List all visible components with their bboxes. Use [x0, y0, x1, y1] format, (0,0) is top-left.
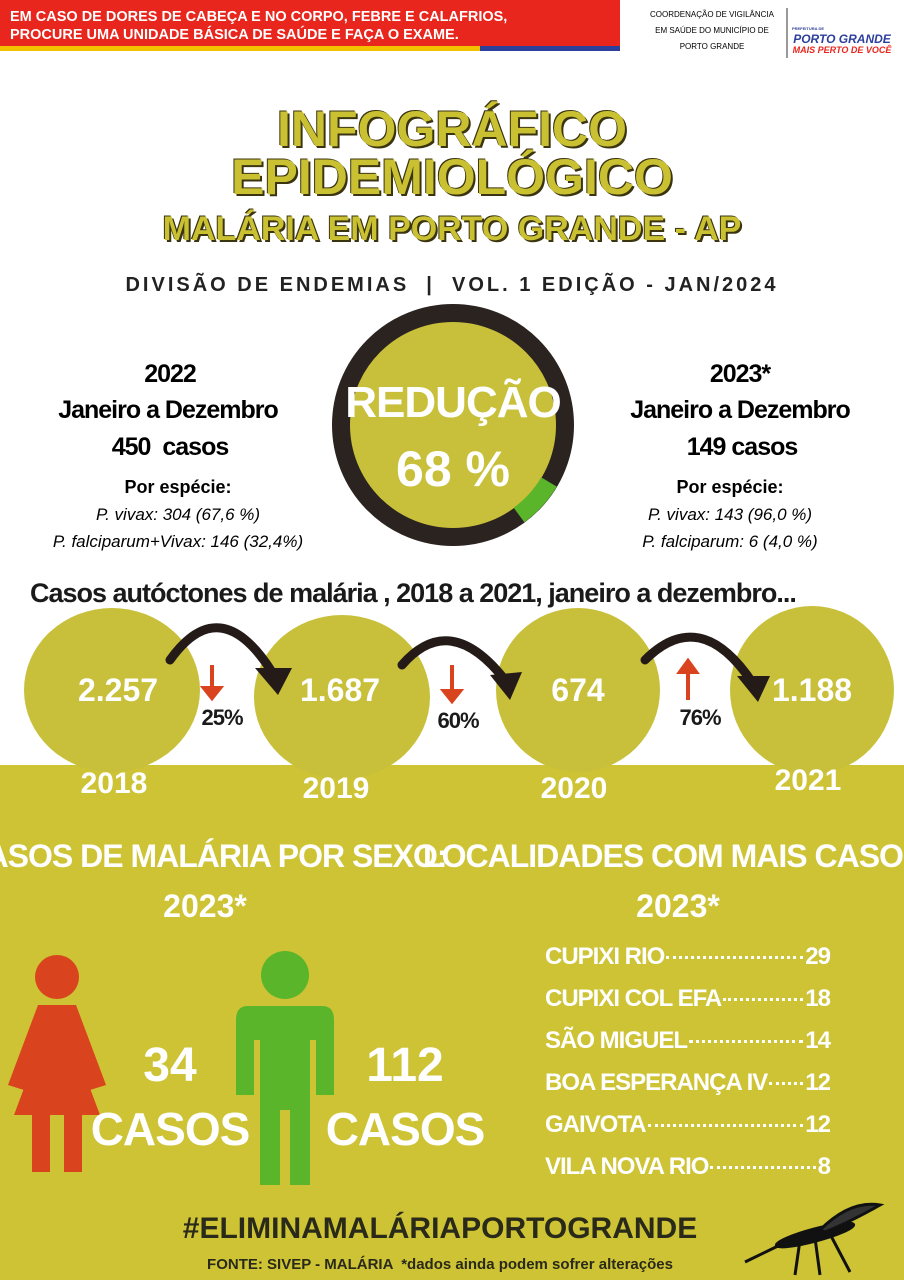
year-cases: 674	[551, 672, 605, 708]
locality-cases: 18	[805, 985, 831, 1012]
agency-line: COORDENAÇÃO DE VIGILÂNCIA	[649, 10, 775, 19]
banner-line: PROCURE UMA UNIDADE BÁSICA DE SAÚDE E FA…	[10, 27, 459, 43]
blob	[24, 608, 200, 772]
blob	[730, 606, 894, 774]
locality-row: GAIVOTA 12	[545, 1111, 831, 1139]
year-cases: 1.687	[299, 672, 381, 708]
locality-name: CUPIXI RIO	[545, 943, 665, 970]
leader	[647, 1124, 804, 1127]
localities-title: LOCALIDADES COM MAIS CASOS:	[423, 838, 904, 874]
locality-row: BOA ESPERANÇA IV 12	[545, 1069, 831, 1097]
female-figure	[8, 955, 106, 1172]
title-line: EPIDEMIOLÓGICO	[231, 149, 673, 205]
left-species: P. falciparum+Vivax: 146 (32,4%)	[52, 532, 304, 551]
olive-panel	[0, 765, 904, 1280]
leader	[769, 1082, 804, 1085]
agency-line: EM SAÚDE DO MUNICÍPIO DE	[655, 26, 769, 35]
locality-cases: 12	[805, 1111, 831, 1138]
hashtag: #ELIMINAMALÁRIAPORTOGRANDE	[182, 1212, 698, 1245]
mosquito	[744, 1202, 885, 1276]
male-unit: CASOS	[325, 1103, 486, 1155]
trend-arrows	[199, 657, 700, 705]
leader	[723, 998, 804, 1001]
left-year: 2022	[144, 360, 197, 388]
reduction-value: 68 %	[396, 441, 510, 497]
left-species: P. vivax: 304 (67,6 %)	[95, 505, 261, 524]
agency-line: PORTO GRANDE	[679, 42, 745, 51]
change-label: 60%	[437, 708, 479, 733]
right-species: P. vivax: 143 (96,0 %)	[647, 505, 813, 524]
year-label: 2020	[540, 772, 608, 805]
banner-stripe	[0, 46, 480, 51]
right-year: 2023*	[709, 360, 771, 388]
right-cases: 149 casos	[686, 433, 799, 461]
footer: FONTE: SIVEP - MALÁRIA *dados ainda pode…	[207, 1256, 673, 1273]
blob	[496, 608, 660, 772]
subtitle: MALÁRIA EM PORTO GRANDE - AP	[162, 210, 742, 248]
locality-row: VILA NOVA RIO 8	[545, 1153, 831, 1181]
right-species-label: Por espécie:	[676, 477, 784, 497]
edition: DIVISÃO DE ENDEMIAS | VOL. 1 EDIÇÃO - JA…	[125, 274, 779, 296]
blob	[254, 615, 430, 779]
locality-cases: 12	[805, 1069, 831, 1096]
leader	[710, 1166, 816, 1169]
ring-segment	[513, 477, 557, 523]
left-period: Janeiro a Dezembro	[58, 396, 279, 424]
female-unit: CASOS	[90, 1103, 251, 1155]
year-label: 2021	[774, 764, 842, 797]
locality-cases: 8	[817, 1153, 831, 1180]
banner-box	[0, 0, 620, 46]
year-cases: 1.188	[771, 672, 853, 708]
logo-name: PORTO GRANDE	[793, 32, 891, 46]
change-label: 25%	[201, 705, 243, 730]
locality-row: SÃO MIGUEL 14	[545, 1027, 831, 1055]
arrow-heads	[255, 668, 770, 702]
logo-small: PREFEITURA DE	[791, 26, 825, 31]
banner-stripe	[480, 46, 620, 51]
locality-name: VILA NOVA RIO	[545, 1153, 709, 1180]
locality-name: BOA ESPERANÇA IV	[545, 1069, 768, 1096]
left-cases: 450 casos	[111, 433, 229, 461]
logo-slogan: MAIS PERTO DE VOCÊ	[792, 45, 892, 55]
localities-year: 2023*	[636, 888, 720, 924]
locality-cases: 29	[805, 943, 831, 970]
right-species: P. falciparum: 6 (4,0 %)	[642, 532, 818, 551]
reduction-label: REDUÇÃO	[345, 378, 561, 427]
sex-title: CASOS DE MALÁRIA POR SEXO:	[0, 838, 448, 874]
locality-name: SÃO MIGUEL	[545, 1027, 688, 1054]
ring	[332, 304, 574, 546]
locality-row: CUPIXI RIO 29	[545, 943, 831, 971]
leader	[689, 1040, 804, 1043]
change-label: 76%	[679, 705, 721, 730]
female-count: 34	[143, 1039, 197, 1092]
locality-row: CUPIXI COL EFA 18	[545, 985, 831, 1013]
title-line: INFOGRÁFICO	[277, 101, 627, 157]
yearly-title: Casos autóctones de malária , 2018 a 202…	[30, 578, 797, 608]
sex-year: 2023*	[163, 888, 247, 924]
arrows	[165, 623, 757, 687]
year-cases: 2.257	[77, 672, 159, 708]
male-figure	[236, 951, 334, 1185]
year-label: 2019	[302, 772, 370, 805]
leader	[666, 956, 804, 959]
banner-line: EM CASO DE DORES DE CABEÇA E NO CORPO, F…	[10, 9, 508, 25]
locality-cases: 14	[805, 1027, 831, 1054]
left-species-label: Por espécie:	[124, 477, 232, 497]
right-period: Janeiro a Dezembro	[630, 396, 851, 424]
locality-name: CUPIXI COL EFA	[545, 985, 722, 1012]
year-label: 2018	[80, 767, 148, 800]
male-count: 112	[366, 1039, 444, 1092]
locality-name: GAIVOTA	[545, 1111, 647, 1138]
